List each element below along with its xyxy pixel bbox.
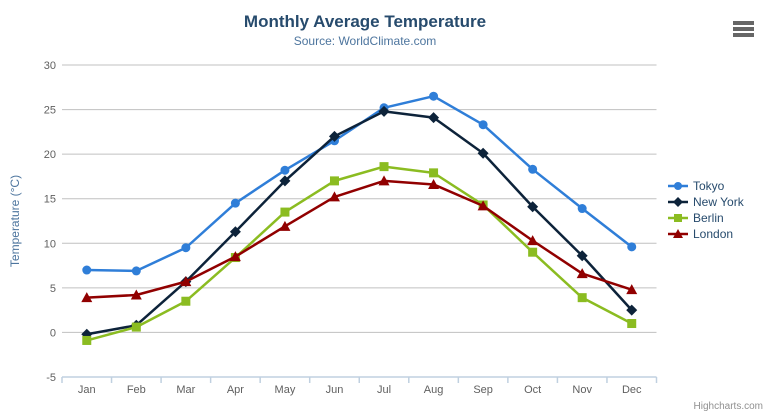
data-point-marker[interactable] bbox=[626, 304, 638, 316]
data-point-marker[interactable] bbox=[328, 130, 340, 142]
series-line-tokyo bbox=[85, 94, 633, 273]
data-point-marker[interactable] bbox=[626, 284, 638, 295]
x-axis-tick-label: Jul bbox=[377, 384, 391, 396]
data-point-marker[interactable] bbox=[577, 204, 587, 214]
data-point-marker[interactable] bbox=[576, 268, 588, 279]
legend-item-new-york[interactable]: New York bbox=[668, 194, 744, 210]
data-point-marker[interactable] bbox=[428, 178, 440, 189]
y-axis-tick-label: 25 bbox=[44, 105, 56, 117]
legend-item-tokyo[interactable]: Tokyo bbox=[668, 178, 744, 194]
data-point-marker[interactable] bbox=[379, 162, 389, 172]
data-point-marker[interactable] bbox=[329, 176, 339, 186]
y-axis-tick-label: 10 bbox=[44, 238, 56, 250]
data-point-marker[interactable] bbox=[627, 242, 637, 252]
new-york-legend-marker bbox=[668, 197, 688, 207]
data-point-marker[interactable] bbox=[627, 319, 637, 329]
chart-subtitle: Source: WorldClimate.com bbox=[293, 34, 437, 48]
credits-link[interactable]: Highcharts.com bbox=[693, 401, 763, 412]
x-axis-tick-label: Oct bbox=[524, 384, 541, 396]
data-point-marker[interactable] bbox=[378, 105, 390, 117]
legend-item-london[interactable]: London bbox=[668, 226, 744, 242]
data-point-marker[interactable] bbox=[229, 251, 241, 262]
x-axis-tick-label: Feb bbox=[127, 384, 146, 396]
data-point-marker[interactable] bbox=[131, 266, 141, 276]
legend: Tokyo New York Berlin London bbox=[668, 178, 744, 242]
data-point-marker[interactable] bbox=[229, 226, 241, 238]
x-axis-tick-label: Jun bbox=[326, 384, 344, 396]
data-point-marker[interactable] bbox=[279, 175, 291, 187]
data-point-marker[interactable] bbox=[429, 91, 439, 101]
y-axis-tick-label: 5 bbox=[50, 283, 56, 295]
menu-bar bbox=[733, 33, 754, 37]
legend-item-berlin[interactable]: Berlin bbox=[668, 210, 744, 226]
x-axis-tick-label: Apr bbox=[227, 384, 244, 396]
x-axis-tick-label: Mar bbox=[176, 384, 195, 396]
data-point-marker[interactable] bbox=[528, 247, 538, 257]
chart-title: Monthly Average Temperature bbox=[243, 12, 487, 31]
legend-label: London bbox=[693, 227, 734, 241]
y-axis-tick-label: 0 bbox=[50, 327, 56, 339]
data-point-marker[interactable] bbox=[527, 235, 539, 246]
data-point-marker[interactable] bbox=[527, 201, 539, 213]
data-point-marker[interactable] bbox=[477, 200, 489, 211]
data-point-marker[interactable] bbox=[82, 265, 92, 275]
data-point-marker[interactable] bbox=[328, 191, 340, 202]
y-axis-tick-label: 30 bbox=[44, 60, 56, 72]
series-line-berlin bbox=[85, 165, 633, 342]
menu-bar bbox=[733, 27, 754, 31]
x-axis-tick-label: Sep bbox=[473, 384, 493, 396]
data-point-marker[interactable] bbox=[181, 243, 191, 253]
x-axis-tick-label: May bbox=[275, 384, 296, 396]
data-point-marker[interactable] bbox=[280, 207, 290, 217]
data-point-marker[interactable] bbox=[131, 322, 141, 332]
data-point-marker[interactable] bbox=[429, 168, 439, 178]
legend-label: Tokyo bbox=[693, 179, 725, 193]
data-point-marker[interactable] bbox=[378, 175, 390, 186]
x-axis-tick-label: Dec bbox=[622, 384, 642, 396]
y-axis-tick-label: -5 bbox=[46, 372, 56, 384]
y-axis-tick-label: 15 bbox=[44, 194, 56, 206]
data-point-marker[interactable] bbox=[82, 335, 92, 345]
data-point-marker[interactable] bbox=[280, 165, 290, 175]
data-point-marker[interactable] bbox=[528, 164, 538, 174]
menu-bar bbox=[733, 21, 754, 25]
x-axis-tick-label: Aug bbox=[424, 384, 444, 396]
x-axis-tick-label: Nov bbox=[572, 384, 592, 396]
data-point-marker[interactable] bbox=[181, 296, 191, 306]
y-axis-tick-label: 20 bbox=[44, 149, 56, 161]
data-point-marker[interactable] bbox=[477, 147, 489, 159]
x-axis-tick-label: Jan bbox=[78, 384, 96, 396]
data-point-marker[interactable] bbox=[180, 276, 192, 287]
data-point-marker[interactable] bbox=[230, 198, 240, 208]
legend-label: Berlin bbox=[693, 211, 724, 225]
data-point-marker[interactable] bbox=[576, 250, 588, 262]
series-line-new-york bbox=[85, 110, 633, 336]
tokyo-legend-marker bbox=[668, 182, 688, 190]
legend-label: New York bbox=[693, 195, 744, 209]
data-point-marker[interactable] bbox=[81, 292, 93, 303]
series-line-london bbox=[85, 179, 633, 299]
london-legend-marker bbox=[668, 229, 688, 238]
data-point-marker[interactable] bbox=[428, 112, 440, 124]
berlin-legend-marker bbox=[668, 214, 688, 222]
export-hamburger-menu-icon[interactable] bbox=[733, 21, 755, 38]
data-point-marker[interactable] bbox=[577, 293, 587, 303]
data-point-marker[interactable] bbox=[130, 289, 142, 300]
data-point-marker[interactable] bbox=[279, 220, 291, 231]
data-point-marker[interactable] bbox=[478, 120, 488, 130]
